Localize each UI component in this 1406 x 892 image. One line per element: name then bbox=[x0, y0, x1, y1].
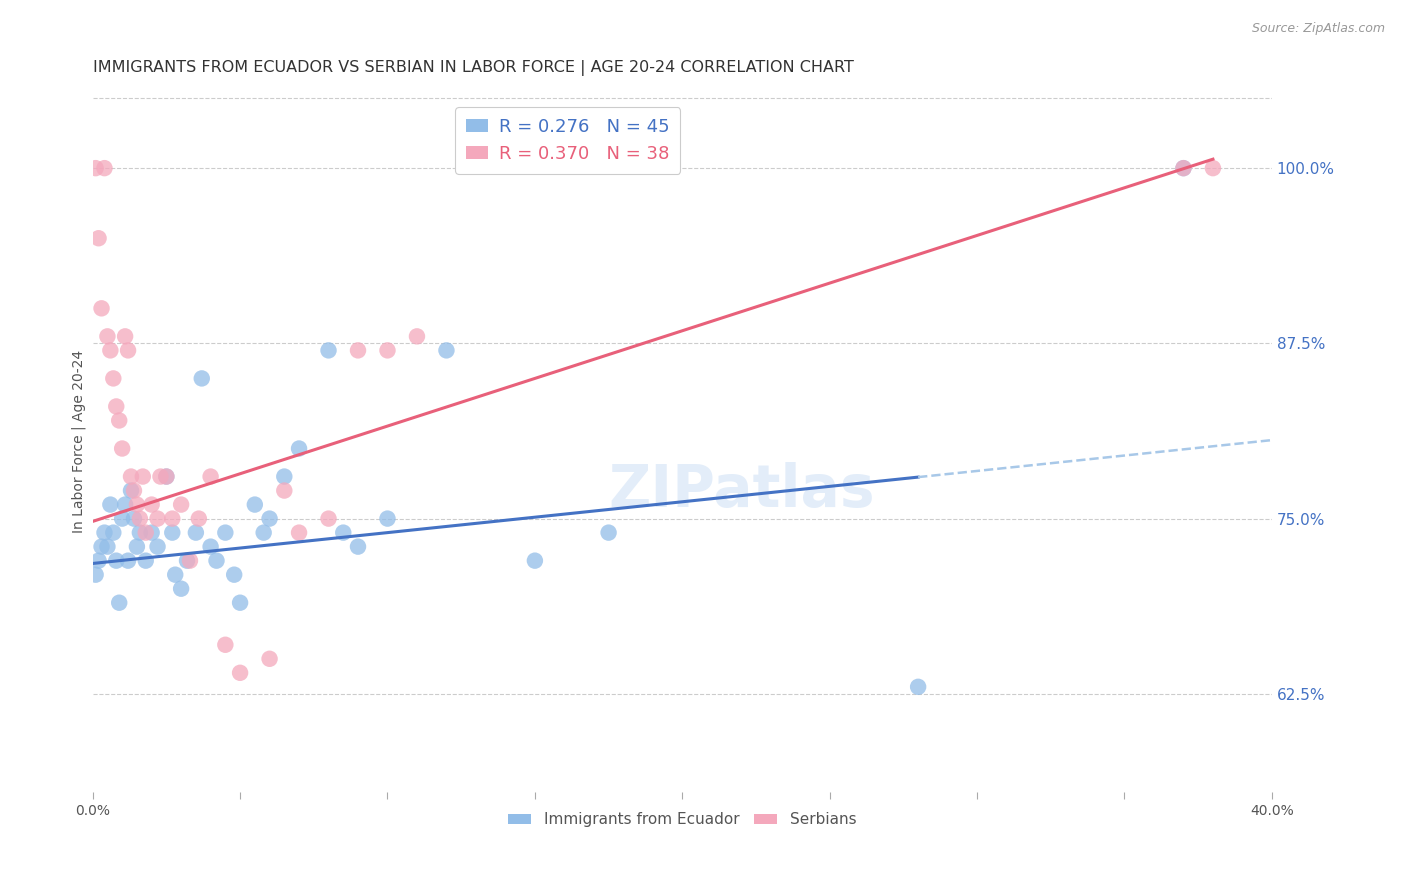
Point bbox=[288, 442, 311, 456]
Point bbox=[149, 469, 172, 483]
Point bbox=[84, 161, 107, 176]
Point bbox=[406, 329, 429, 343]
Point bbox=[436, 343, 458, 358]
Point bbox=[200, 469, 222, 483]
Point bbox=[273, 483, 295, 498]
Point bbox=[96, 329, 118, 343]
Point bbox=[318, 511, 340, 525]
Point bbox=[214, 525, 236, 540]
Point bbox=[165, 567, 187, 582]
Text: ZIPatlas: ZIPatlas bbox=[607, 462, 875, 519]
Legend: Immigrants from Ecuador, Serbians: Immigrants from Ecuador, Serbians bbox=[502, 806, 862, 833]
Point bbox=[122, 483, 145, 498]
Point bbox=[141, 498, 163, 512]
Point bbox=[332, 525, 354, 540]
Point bbox=[1202, 161, 1225, 176]
Point bbox=[114, 329, 136, 343]
Point bbox=[125, 540, 148, 554]
Point bbox=[214, 638, 236, 652]
Y-axis label: In Labor Force | Age 20-24: In Labor Force | Age 20-24 bbox=[72, 350, 86, 533]
Point bbox=[103, 371, 125, 385]
Point bbox=[184, 525, 207, 540]
Point bbox=[523, 554, 546, 568]
Point bbox=[229, 596, 252, 610]
Point bbox=[93, 525, 115, 540]
Point bbox=[318, 343, 340, 358]
Point bbox=[146, 540, 169, 554]
Text: IMMIGRANTS FROM ECUADOR VS SERBIAN IN LABOR FORCE | AGE 20-24 CORRELATION CHART: IMMIGRANTS FROM ECUADOR VS SERBIAN IN LA… bbox=[93, 60, 853, 76]
Point bbox=[288, 525, 311, 540]
Point bbox=[377, 343, 399, 358]
Point bbox=[224, 567, 246, 582]
Point bbox=[105, 554, 128, 568]
Point bbox=[120, 483, 142, 498]
Point bbox=[132, 469, 155, 483]
Point bbox=[176, 554, 198, 568]
Point bbox=[598, 525, 620, 540]
Point bbox=[93, 161, 115, 176]
Point bbox=[108, 413, 131, 427]
Point bbox=[90, 301, 112, 316]
Point bbox=[125, 498, 148, 512]
Point bbox=[1173, 161, 1195, 176]
Point bbox=[187, 511, 209, 525]
Point bbox=[205, 554, 228, 568]
Point bbox=[87, 231, 110, 245]
Point bbox=[155, 469, 177, 483]
Point bbox=[117, 554, 139, 568]
Point bbox=[162, 525, 184, 540]
Point bbox=[108, 596, 131, 610]
Point bbox=[200, 540, 222, 554]
Point bbox=[179, 554, 201, 568]
Point bbox=[117, 343, 139, 358]
Point bbox=[135, 554, 157, 568]
Point bbox=[377, 511, 399, 525]
Point bbox=[96, 540, 118, 554]
Point bbox=[243, 498, 266, 512]
Point bbox=[347, 343, 370, 358]
Point bbox=[259, 652, 281, 666]
Point bbox=[259, 511, 281, 525]
Point bbox=[100, 498, 122, 512]
Point bbox=[100, 343, 122, 358]
Point bbox=[1173, 161, 1195, 176]
Point bbox=[253, 525, 276, 540]
Point bbox=[105, 400, 128, 414]
Point bbox=[135, 525, 157, 540]
Point bbox=[141, 525, 163, 540]
Point bbox=[146, 511, 169, 525]
Point bbox=[128, 525, 150, 540]
Point bbox=[273, 469, 295, 483]
Point bbox=[170, 582, 193, 596]
Point bbox=[103, 525, 125, 540]
Point bbox=[120, 469, 142, 483]
Point bbox=[191, 371, 214, 385]
Point bbox=[128, 511, 150, 525]
Point bbox=[90, 540, 112, 554]
Point bbox=[162, 511, 184, 525]
Point bbox=[111, 442, 134, 456]
Point bbox=[907, 680, 929, 694]
Point bbox=[229, 665, 252, 680]
Point bbox=[114, 498, 136, 512]
Point bbox=[111, 511, 134, 525]
Point bbox=[170, 498, 193, 512]
Point bbox=[347, 540, 370, 554]
Point bbox=[155, 469, 177, 483]
Point bbox=[84, 567, 107, 582]
Point bbox=[122, 511, 145, 525]
Text: Source: ZipAtlas.com: Source: ZipAtlas.com bbox=[1251, 22, 1385, 36]
Point bbox=[87, 554, 110, 568]
